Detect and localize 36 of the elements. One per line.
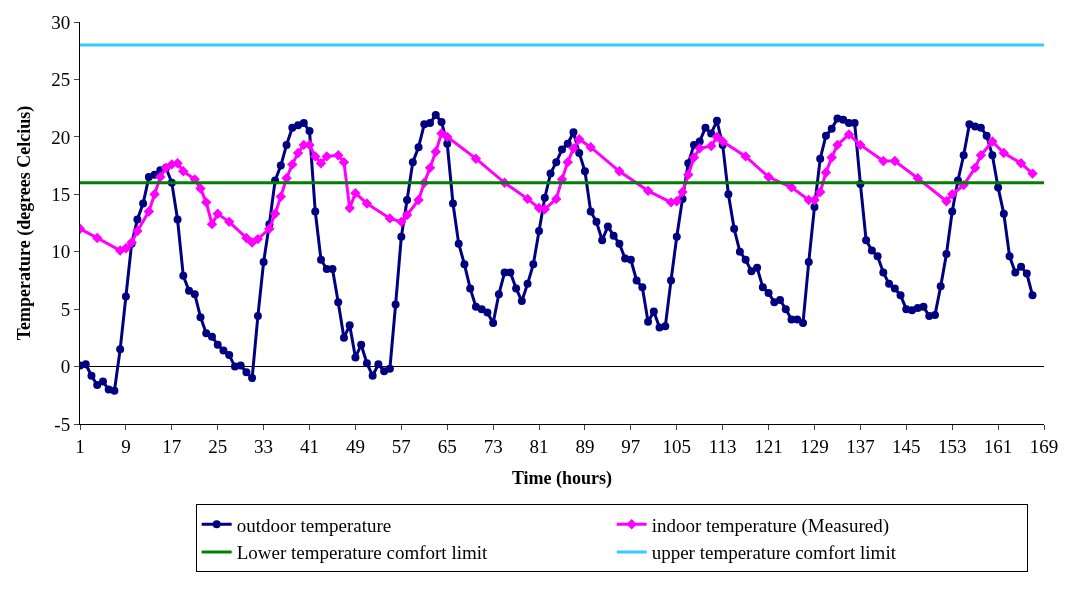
x-tick-label: 49 [345,435,365,457]
y-tick-label: 25 [51,69,71,91]
legend-label: outdoor temperature [236,514,392,536]
x-tick-label: 89 [575,435,595,457]
legend-label: indoor temperature (Measured) [651,514,890,537]
x-tick-label: 105 [662,435,692,457]
x-tick-label: 1 [75,435,85,457]
x-axis-title: Time (hours) [511,467,613,489]
y-tick-label: 30 [51,11,71,33]
x-tick-label: 97 [621,435,641,457]
x-tick-label: 113 [708,435,737,457]
x-tick-label: 41 [300,435,320,457]
x-tick-label: 137 [846,435,875,457]
x-tick-label: 9 [121,435,131,457]
x-tick-label: 129 [800,435,829,457]
x-tick-label: 17 [162,435,182,457]
x-tick-label: 65 [437,435,457,457]
y-tick-label: -5 [54,413,71,435]
y-axis-title: Temperature (degrees Celcius) [14,105,36,341]
x-tick-label: 25 [208,435,228,457]
y-tick-label: 15 [51,183,71,205]
y-tick-label: 5 [60,298,71,320]
y-tick-label: 10 [51,241,71,263]
x-tick-label: 145 [892,435,921,457]
x-tick-label: 33 [254,435,274,457]
x-tick-label: 161 [983,435,1013,457]
legend-label: Lower temperature comfort limit [236,542,488,564]
y-tick-label: 20 [51,126,71,148]
x-tick-label: 169 [1029,435,1059,457]
y-tick-label: 0 [60,356,71,378]
x-tick-label: 81 [529,435,549,457]
x-tick-label: 121 [754,435,783,457]
x-tick-label: 153 [937,435,967,457]
x-tick-label: 73 [483,435,503,457]
legend-label: upper temperature comfort limit [651,542,897,564]
x-tick-label: 57 [391,435,411,457]
